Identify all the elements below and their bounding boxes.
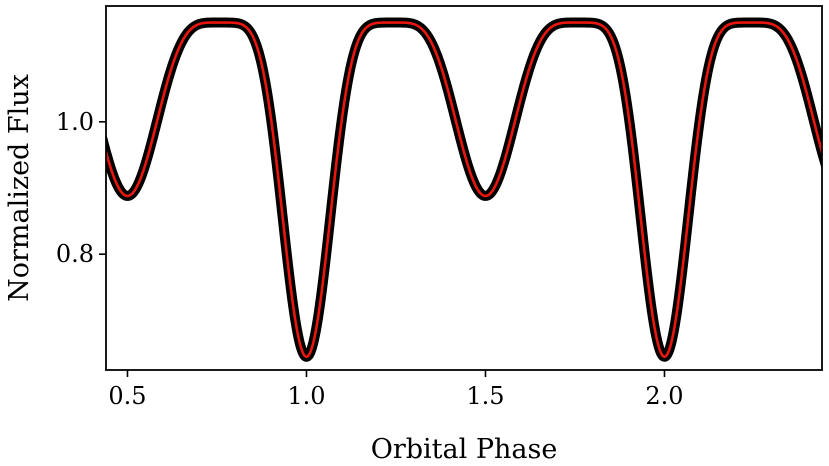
observed-flux-line: [106, 17, 822, 362]
x-tick-label: 1.0: [287, 382, 325, 410]
y-axis-label: Normalized Flux: [4, 74, 35, 302]
y-tick-label: 0.8: [56, 240, 94, 268]
x-tick-label: 0.5: [108, 382, 146, 410]
plot-frame: [105, 5, 823, 371]
x-axis-label: Orbital Phase: [371, 434, 558, 465]
x-tick-label: 1.5: [466, 382, 504, 410]
x-tick-label: 2.0: [645, 382, 683, 410]
model-flux-line: [106, 21, 822, 359]
y-tick-label: 1.0: [56, 108, 94, 136]
